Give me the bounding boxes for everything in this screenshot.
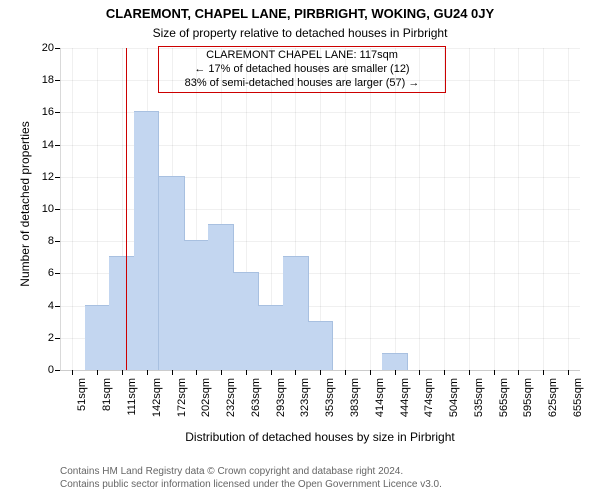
xtick-label: 655sqm — [572, 378, 584, 428]
xtick-label: 535sqm — [473, 378, 485, 428]
xtick-label: 232sqm — [225, 378, 237, 428]
attribution-line2: Contains public sector information licen… — [60, 479, 442, 492]
y-axis-label: Number of detached properties — [18, 104, 32, 304]
reference-line — [126, 48, 127, 370]
xtick-label: 504sqm — [448, 378, 460, 428]
histogram-bar — [85, 305, 111, 370]
gridline-v — [370, 48, 371, 370]
gridline-v — [72, 48, 73, 370]
annotation-line2: ← 17% of detached houses are smaller (12… — [165, 63, 439, 77]
xtick-label: 81sqm — [101, 378, 113, 428]
title-sub: Size of property relative to detached ho… — [0, 26, 600, 40]
gridline-v — [469, 48, 470, 370]
histogram-bar — [184, 240, 210, 370]
xtick-label: 595sqm — [522, 378, 534, 428]
title-main: CLAREMONT, CHAPEL LANE, PIRBRIGHT, WOKIN… — [0, 6, 600, 21]
ytick-label: 18 — [30, 74, 54, 86]
ytick-label: 2 — [30, 332, 54, 344]
gridline-v — [419, 48, 420, 370]
gridline-v — [444, 48, 445, 370]
axis-left — [60, 48, 61, 370]
gridline-v — [568, 48, 569, 370]
xtick-label: 293sqm — [275, 378, 287, 428]
histogram-bar — [382, 353, 408, 370]
attribution: Contains HM Land Registry data © Crown c… — [60, 466, 442, 491]
ytick-label: 12 — [30, 171, 54, 183]
ytick-label: 14 — [30, 139, 54, 151]
annotation-line1: CLAREMONT CHAPEL LANE: 117sqm — [165, 49, 439, 63]
ytick-label: 10 — [30, 203, 54, 215]
gridline-v — [345, 48, 346, 370]
ytick-label: 16 — [30, 106, 54, 118]
histogram-bar — [109, 256, 135, 370]
xtick-label: 383sqm — [349, 378, 361, 428]
axis-bottom — [60, 370, 580, 371]
gridline-v — [518, 48, 519, 370]
ytick-label: 20 — [30, 42, 54, 54]
xtick-label: 172sqm — [176, 378, 188, 428]
histogram-bar — [134, 111, 160, 370]
xtick-label: 414sqm — [374, 378, 386, 428]
gridline-v — [395, 48, 396, 370]
xtick-label: 142sqm — [151, 378, 163, 428]
ytick-label: 6 — [30, 267, 54, 279]
annotation-line3: 83% of semi-detached houses are larger (… — [165, 77, 439, 91]
plot-area: 0246810121416182051sqm81sqm111sqm142sqm1… — [60, 48, 580, 370]
histogram-bar — [233, 272, 259, 370]
xtick-label: 202sqm — [200, 378, 212, 428]
attribution-line1: Contains HM Land Registry data © Crown c… — [60, 466, 442, 479]
histogram-bar — [208, 224, 234, 370]
chart-container: CLAREMONT, CHAPEL LANE, PIRBRIGHT, WOKIN… — [0, 0, 600, 500]
histogram-bar — [308, 321, 334, 370]
gridline-v — [494, 48, 495, 370]
histogram-bar — [159, 176, 185, 370]
ytick-label: 4 — [30, 300, 54, 312]
xtick-label: 565sqm — [498, 378, 510, 428]
xtick-label: 111sqm — [126, 378, 138, 428]
xtick-label: 625sqm — [547, 378, 559, 428]
histogram-bar — [283, 256, 309, 370]
ytick-label: 8 — [30, 235, 54, 247]
xtick-label: 323sqm — [299, 378, 311, 428]
xtick-label: 353sqm — [324, 378, 336, 428]
xtick-label: 51sqm — [76, 378, 88, 428]
ytick-label: 0 — [30, 364, 54, 376]
xtick-label: 474sqm — [423, 378, 435, 428]
x-axis-label: Distribution of detached houses by size … — [60, 430, 580, 444]
xtick-label: 263sqm — [250, 378, 262, 428]
histogram-bar — [258, 305, 284, 370]
xtick-label: 444sqm — [399, 378, 411, 428]
annotation-box: CLAREMONT CHAPEL LANE: 117sqm ← 17% of d… — [158, 46, 446, 93]
gridline-v — [543, 48, 544, 370]
